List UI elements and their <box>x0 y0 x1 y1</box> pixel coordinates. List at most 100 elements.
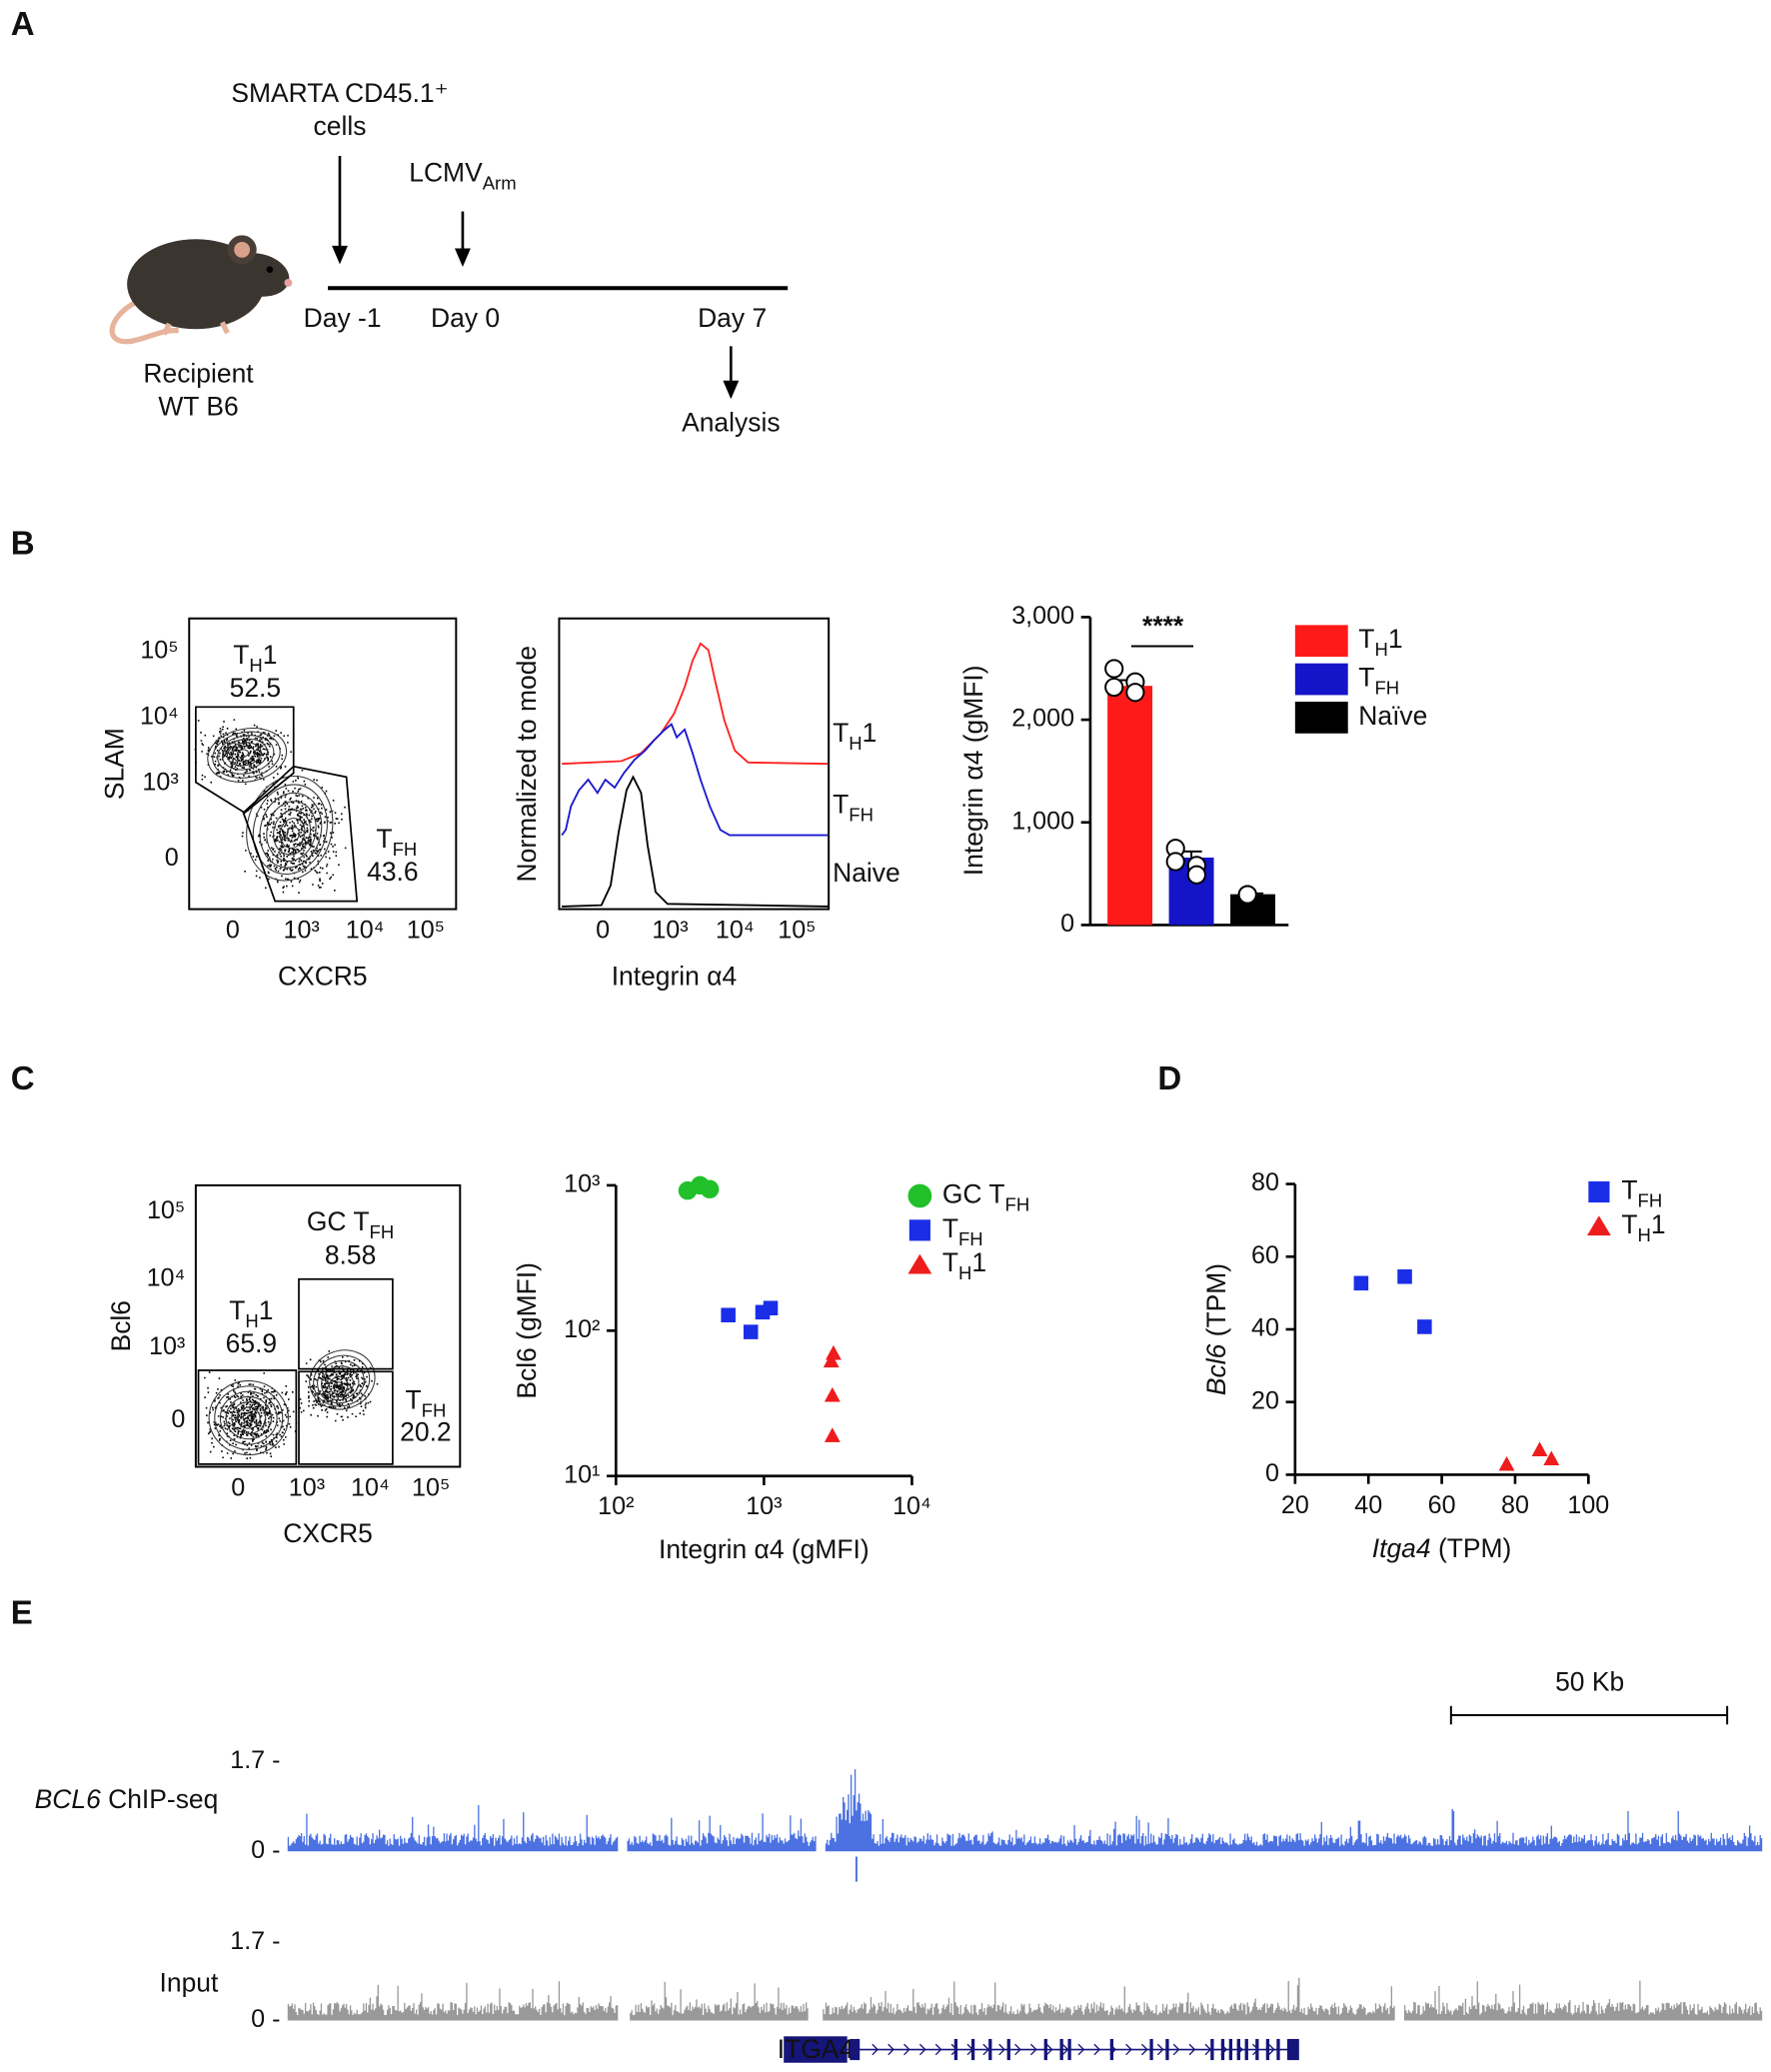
mouse-nose <box>284 278 293 287</box>
text-part: FH <box>1374 678 1399 699</box>
data-point <box>1543 1450 1560 1466</box>
text-part: FH <box>393 839 418 860</box>
flow-frame <box>194 1183 462 1468</box>
mouse-ear-inner <box>234 241 251 258</box>
text-part: T <box>833 789 849 819</box>
x-tick-label: 40 <box>1354 1491 1382 1519</box>
exon <box>1286 2038 1299 2061</box>
text-part: T <box>1358 624 1374 654</box>
contour <box>286 826 300 843</box>
text-part: LCMV <box>409 157 483 187</box>
legend-marker <box>907 1253 932 1274</box>
x-axis-label: CXCR5 <box>278 961 368 991</box>
y-tick-label: 10¹ <box>564 1460 600 1488</box>
y-tick-label: 10² <box>564 1315 600 1343</box>
gate-name: TFH <box>406 1385 447 1421</box>
x-tick-label: 0 <box>226 917 240 945</box>
data-point <box>1531 1441 1548 1456</box>
text-part: H <box>245 1310 258 1331</box>
data-point <box>1104 677 1124 698</box>
gate <box>195 706 295 815</box>
gate-name: TFH <box>376 824 417 860</box>
data-point <box>1104 659 1124 679</box>
text-part: 1 <box>1651 1209 1666 1239</box>
gate <box>298 1370 394 1465</box>
histogram-label: Naive <box>833 858 900 888</box>
text-part: T <box>942 1213 958 1243</box>
legend-label: TH1 <box>942 1247 986 1283</box>
day-label: Day 0 <box>431 303 500 333</box>
data-point <box>1498 1455 1515 1471</box>
text-part: 1 <box>863 718 878 748</box>
panel-label: E <box>11 1594 33 1631</box>
text-part: H <box>1638 1224 1651 1245</box>
data-point <box>824 1427 841 1442</box>
text-part: ChIP-seq <box>101 1784 219 1814</box>
legend-label: TFH <box>942 1213 983 1249</box>
data-point <box>1186 865 1206 885</box>
text-part: Arm <box>483 173 517 194</box>
x-tick-label: 10⁴ <box>716 917 755 945</box>
contour <box>222 738 269 771</box>
x-tick-label: 0 <box>231 1474 245 1502</box>
track-tick: 0 - <box>251 1836 280 1864</box>
y-tick-label: 1,000 <box>1011 807 1074 835</box>
track-label: Input <box>160 1968 219 1998</box>
bar <box>1107 686 1153 926</box>
text-part: T <box>833 718 849 748</box>
contour <box>321 1365 360 1401</box>
contour <box>231 745 256 763</box>
track-tick: 1.7 - <box>230 1746 280 1774</box>
y-axis-label: SLAM <box>100 728 130 800</box>
x-tick-label: 60 <box>1428 1491 1456 1519</box>
legend-marker <box>1588 1180 1610 1203</box>
contour <box>328 1375 349 1394</box>
recipient-label: WT B6 <box>158 392 238 422</box>
text-part: T <box>229 1295 245 1325</box>
text-part: T <box>1621 1174 1637 1204</box>
y-tick-label: 10⁴ <box>140 703 179 731</box>
text-part: H <box>1374 640 1387 661</box>
y-axis-label: Bcl6 (gMFI) <box>512 1262 542 1399</box>
text-part: FH <box>422 1400 447 1421</box>
flow-frame <box>188 617 458 911</box>
track-tick: 0 - <box>251 2005 280 2033</box>
exon <box>1265 2038 1270 2061</box>
legend-swatch <box>1294 625 1348 658</box>
gate-name: GC TFH <box>307 1206 394 1242</box>
x-tick-label: 10³ <box>746 1492 782 1520</box>
x-tick-label: 10⁴ <box>351 1474 390 1502</box>
arrow-head <box>332 245 348 265</box>
analysis-label: Analysis <box>682 407 780 437</box>
text-part: (TPM) <box>1431 1533 1512 1563</box>
y-tick-label: 3,000 <box>1011 602 1074 630</box>
text-part: T <box>1358 663 1374 693</box>
gate-name: TH1 <box>233 640 277 676</box>
contour <box>236 1406 261 1429</box>
contour <box>266 801 317 863</box>
histogram-label: TFH <box>833 789 874 825</box>
legend-label: TFH <box>1358 663 1399 699</box>
contour <box>332 1381 344 1391</box>
data-point <box>1353 1275 1369 1291</box>
exon <box>850 2038 859 2061</box>
mouse-eye <box>266 266 274 274</box>
exon <box>1276 2038 1280 2061</box>
infection-label: LCMVArm <box>409 157 516 193</box>
text-part: T <box>233 640 249 670</box>
text-part: FH <box>1638 1190 1663 1211</box>
x-tick-label: 0 <box>596 917 610 945</box>
data-point <box>1237 885 1257 905</box>
significance: **** <box>1142 611 1184 641</box>
histogram-label: TH1 <box>833 718 877 754</box>
x-tick-label: 100 <box>1567 1491 1609 1519</box>
text-part: T <box>1621 1209 1637 1239</box>
data-point <box>823 1352 840 1368</box>
contour <box>242 1411 255 1424</box>
y-axis-label: Bcl6 <box>106 1300 136 1351</box>
contour <box>212 731 281 779</box>
text-part: 1 <box>263 640 278 670</box>
contour <box>273 809 312 856</box>
text-part: 1 <box>259 1295 274 1325</box>
